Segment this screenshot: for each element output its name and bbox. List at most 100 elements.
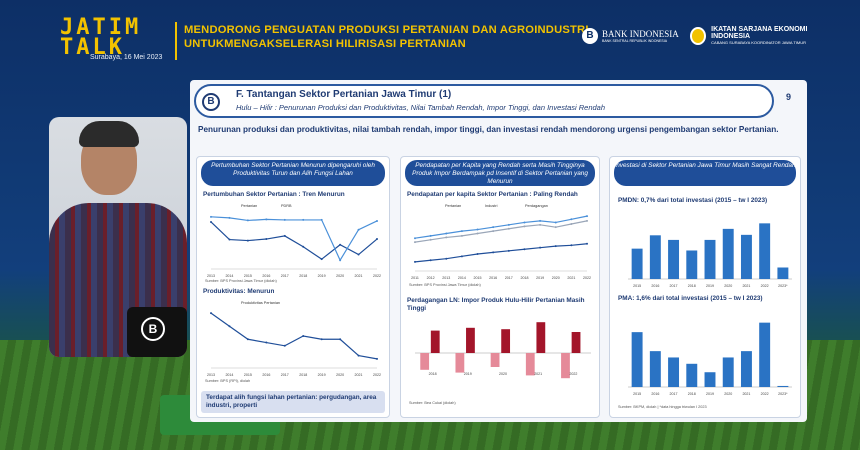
- data-point: [246, 338, 249, 341]
- x-tick-label: 2012: [427, 276, 435, 280]
- series-line-2: [414, 220, 588, 243]
- series-line-1: [414, 215, 588, 239]
- bar: [777, 267, 789, 279]
- data-point: [228, 238, 231, 241]
- data-point: [320, 338, 323, 341]
- x-tick-label: 2017: [505, 276, 513, 280]
- x-tick-label: 2020: [499, 372, 507, 376]
- x-tick-label: 2022: [373, 274, 381, 278]
- x-tick-label: 2015: [244, 274, 252, 278]
- panel-income-header: Pendapatan per Kapita yang Rendah serta …: [405, 160, 595, 186]
- x-tick-label: 2019: [536, 276, 544, 280]
- bar: [722, 357, 734, 387]
- data-point: [210, 220, 212, 223]
- x-tick-label: 2018: [429, 372, 437, 376]
- x-tick-label: 2016: [262, 373, 270, 377]
- data-point: [523, 221, 526, 224]
- isei-logo: IKATAN SARJANA EKONOMI INDONESIA CABANG …: [690, 26, 830, 45]
- x-tick-label: 2014: [458, 276, 466, 280]
- bar: [649, 351, 661, 387]
- legend-entry: Pertanian: [445, 204, 461, 208]
- data-point: [357, 228, 360, 231]
- jatim-talk-logo: JATIM TALK: [60, 15, 142, 60]
- series-line-0: [210, 312, 378, 360]
- bar: [668, 239, 680, 279]
- data-point: [376, 219, 378, 222]
- data-point: [445, 257, 448, 260]
- data-point: [445, 236, 448, 239]
- data-point: [492, 251, 495, 254]
- data-point: [339, 259, 342, 262]
- x-tick-label: 2021: [355, 373, 363, 377]
- x-tick-label: 2022: [761, 392, 769, 396]
- data-point: [320, 218, 323, 221]
- data-point: [586, 215, 588, 218]
- x-tick-label: 2013: [442, 276, 450, 280]
- slide-intro: Penurunan produksi dan produktivitas, ni…: [198, 125, 779, 134]
- x-tick-label: 2022: [569, 372, 577, 376]
- x-tick-label: 2018: [688, 392, 696, 396]
- x-tick-label: 2021: [355, 274, 363, 278]
- x-tick-label: 2021: [534, 372, 542, 376]
- bar: [759, 322, 771, 387]
- data-point: [357, 354, 360, 357]
- data-point: [265, 218, 268, 221]
- data-point: [570, 218, 573, 221]
- x-tick-label: 2017: [281, 274, 289, 278]
- x-tick-label: 2020: [724, 392, 732, 396]
- x-tick-label: 2019: [318, 373, 326, 377]
- data-point: [554, 245, 557, 248]
- panel-income: Pendapatan per Kapita yang Rendah serta …: [400, 156, 600, 418]
- x-tick-label: 2021: [742, 284, 750, 288]
- bar: [740, 234, 752, 279]
- legend-entry: PDRB: [281, 204, 292, 208]
- panel-investment-header: Investasi di Sektor Pertanian Jawa Timur…: [614, 160, 796, 186]
- data-point: [492, 230, 495, 233]
- x-tick-label: 2011: [411, 276, 419, 280]
- bar: [686, 363, 698, 387]
- bar-impor: [501, 329, 511, 353]
- x-tick-label: 2019: [318, 274, 326, 278]
- bar-neraca: [561, 353, 570, 379]
- presentation-slide: B F. Tantangan Sektor Pertanian Jawa Tim…: [190, 80, 807, 422]
- data-point: [476, 252, 479, 255]
- data-point: [283, 344, 286, 347]
- data-point: [507, 223, 510, 226]
- data-point: [265, 341, 268, 344]
- data-point: [302, 245, 305, 248]
- data-point: [476, 228, 479, 231]
- data-point: [523, 225, 526, 228]
- panel-growth-header: Pertumbuhan Sektor Pertanian Menurun dip…: [201, 160, 385, 186]
- data-point: [570, 244, 573, 247]
- data-point: [554, 221, 557, 224]
- land-conversion-note: Terdapat alih fungsi lahan pertanian: pe…: [201, 391, 385, 413]
- legend-entry: Pertanian: [241, 204, 257, 208]
- legend-entry: Produktivitas Pertanian: [241, 301, 280, 305]
- data-point: [339, 338, 342, 341]
- podium-bi-icon: B: [141, 317, 165, 341]
- data-point: [523, 248, 526, 251]
- data-point: [460, 234, 463, 237]
- x-tick-label: 2019: [706, 392, 714, 396]
- productivity-chart: 2013 2014 2015 2016 2017 2018 2019 2020 2021 2022…: [207, 301, 381, 377]
- isei-emblem-icon: [690, 26, 707, 45]
- bi-emblem-icon: B: [582, 28, 598, 44]
- series-line-0: [210, 221, 378, 260]
- isei-tagline: CABANG SURABAYA KOORDINATOR JAWA TIMUR: [711, 40, 807, 45]
- data-point: [586, 242, 588, 245]
- data-point: [586, 219, 588, 222]
- pmdn-chart: 2015 2016 2017 2018 2019 2020 2021 2022 2023*: [628, 223, 792, 288]
- x-tick-label: 2015: [633, 284, 641, 288]
- bar-neraca: [490, 353, 500, 367]
- isei-name: IKATAN SARJANA EKONOMI INDONESIA: [711, 26, 808, 40]
- data-point: [429, 238, 432, 241]
- slide-subtitle: Hulu – Hilir : Penurunan Produksi dan Pr…: [236, 103, 606, 112]
- data-point: [570, 223, 573, 226]
- data-point: [507, 249, 510, 252]
- x-tick-label: 2021: [742, 392, 750, 396]
- event-title-line2: UNTUKMENGAKSELERASI HILIRISASI PERTANIAN: [184, 38, 466, 50]
- x-tick-label: 2016: [489, 276, 497, 280]
- data-point: [265, 238, 268, 241]
- event-header: JATIM TALK MENDORONG PENGUATAN PRODUKSI …: [30, 8, 830, 68]
- x-tick-label: 2016: [651, 284, 659, 288]
